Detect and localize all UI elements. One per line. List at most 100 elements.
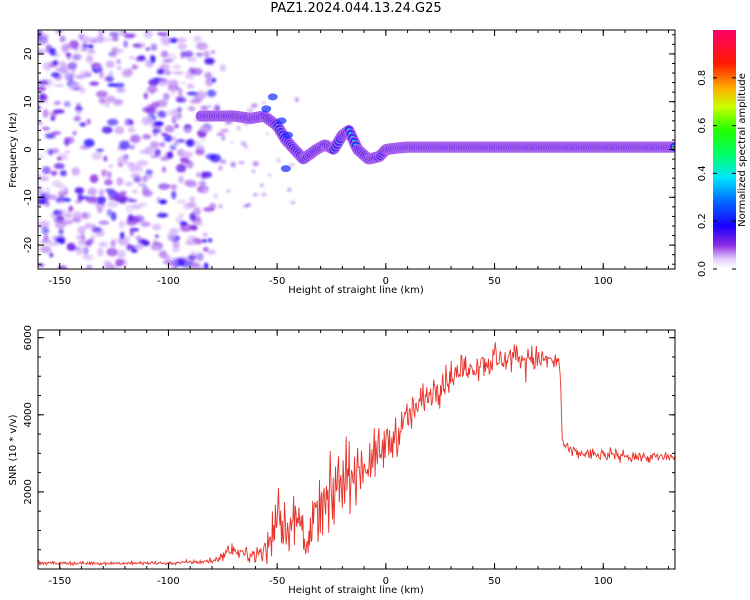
noise-speckle xyxy=(189,251,197,257)
noise-speckle xyxy=(185,240,197,246)
colorbar-tick-label: 0.0 xyxy=(697,261,708,277)
noise-speckle xyxy=(46,186,51,195)
noise-speckle xyxy=(173,141,179,146)
noise-speckle xyxy=(195,149,205,156)
noise-speckle xyxy=(204,57,215,65)
noise-speckle xyxy=(172,240,180,249)
noise-speckle xyxy=(171,246,181,253)
noise-speckle xyxy=(114,82,125,89)
x-tick-label: -150 xyxy=(48,576,71,587)
noise-speckle xyxy=(193,140,201,146)
noise-speckle xyxy=(145,169,153,176)
x-tick-label: 50 xyxy=(488,276,501,287)
noise-speckle xyxy=(97,30,106,35)
noise-speckle xyxy=(98,98,106,103)
noise-speckle xyxy=(71,68,76,76)
noise-speckle xyxy=(187,201,197,208)
noise-speckle xyxy=(64,71,70,80)
noise-speckle xyxy=(117,259,125,264)
noise-speckle xyxy=(276,158,281,163)
noise-speckle xyxy=(170,184,178,190)
noise-speckle xyxy=(63,213,73,218)
spectrogram-y-ticks: -20 -10 0 10 20 xyxy=(23,34,675,265)
noise-speckle xyxy=(163,134,173,142)
x-tick-label: 0 xyxy=(383,576,389,587)
noise-speckle xyxy=(180,157,187,164)
noise-speckle xyxy=(160,35,172,44)
x-tick-label: -50 xyxy=(269,276,285,287)
noise-speckle xyxy=(116,88,126,93)
noise-speckle xyxy=(203,262,209,269)
x-tick-label: 50 xyxy=(488,576,501,587)
noise-speckle xyxy=(125,204,133,213)
noise-speckle xyxy=(97,195,106,205)
noise-speckle xyxy=(38,199,46,204)
snr-panel: -150 -100 -50 0 50 100 2000 4000 6000 Height of… xyxy=(8,325,676,596)
noise-speckle xyxy=(52,147,59,154)
noise-speckle xyxy=(89,81,99,86)
noise-speckle xyxy=(98,241,109,248)
noise-speckle xyxy=(66,242,76,251)
noise-speckle xyxy=(166,151,174,159)
noise-speckle xyxy=(198,181,207,186)
noise-speckle xyxy=(50,170,58,175)
noise-speckle xyxy=(107,164,114,169)
noise-speckle xyxy=(75,247,85,255)
noise-speckle xyxy=(53,100,62,106)
noise-speckle xyxy=(260,192,267,197)
noise-speckle xyxy=(82,254,94,261)
noise-speckle xyxy=(166,53,178,61)
noise-speckle xyxy=(55,30,63,34)
noise-speckle xyxy=(124,120,129,126)
noise-speckle xyxy=(203,50,210,58)
noise-speckle xyxy=(290,201,296,205)
noise-speckle xyxy=(87,44,94,49)
x-tick-label: -100 xyxy=(157,276,180,287)
noise-speckle xyxy=(106,201,119,208)
noise-speckle xyxy=(99,188,104,196)
noise-speckle xyxy=(117,155,129,165)
noise-speckle xyxy=(150,244,161,251)
noise-speckle xyxy=(194,221,204,226)
noise-speckle xyxy=(78,196,84,200)
noise-speckle xyxy=(199,125,212,132)
noise-speckle xyxy=(78,44,85,53)
noise-speckle xyxy=(205,78,214,87)
noise-speckle xyxy=(105,99,110,108)
noise-speckle xyxy=(173,116,182,121)
noise-speckle xyxy=(123,40,128,48)
noise-speckle xyxy=(177,42,187,51)
x-tick-label: -50 xyxy=(269,576,285,587)
noise-speckle xyxy=(202,238,207,243)
noise-speckle xyxy=(107,118,119,126)
noise-speckle xyxy=(220,128,229,133)
noise-speckle xyxy=(205,153,217,160)
noise-speckle xyxy=(177,200,187,204)
noise-speckle xyxy=(178,212,184,218)
noise-speckle xyxy=(198,265,204,269)
noise-speckle xyxy=(103,155,108,162)
noise-speckle xyxy=(158,199,168,205)
noise-speckle xyxy=(177,87,183,97)
noise-speckle xyxy=(195,52,204,57)
colorbar-tick-label: 0.4 xyxy=(697,165,708,181)
noise-speckle xyxy=(108,70,114,76)
noise-speckle xyxy=(69,40,79,49)
noise-speckle xyxy=(54,238,62,243)
noise-speckle xyxy=(159,142,166,148)
noise-speckle xyxy=(186,160,194,169)
noise-speckle xyxy=(162,166,166,173)
noise-speckle xyxy=(246,107,254,114)
y-tick-label: 4000 xyxy=(23,402,34,427)
noise-speckle xyxy=(139,149,147,154)
noise-speckle xyxy=(186,56,198,63)
noise-speckle xyxy=(38,121,43,125)
noise-speckle xyxy=(51,131,62,135)
noise-speckle xyxy=(87,187,98,196)
noise-speckle xyxy=(150,154,160,159)
noise-speckle xyxy=(171,190,177,200)
noise-speckle xyxy=(96,148,104,153)
noise-speckle xyxy=(180,81,185,85)
noise-speckle xyxy=(114,126,125,135)
noise-speckle xyxy=(192,207,201,216)
